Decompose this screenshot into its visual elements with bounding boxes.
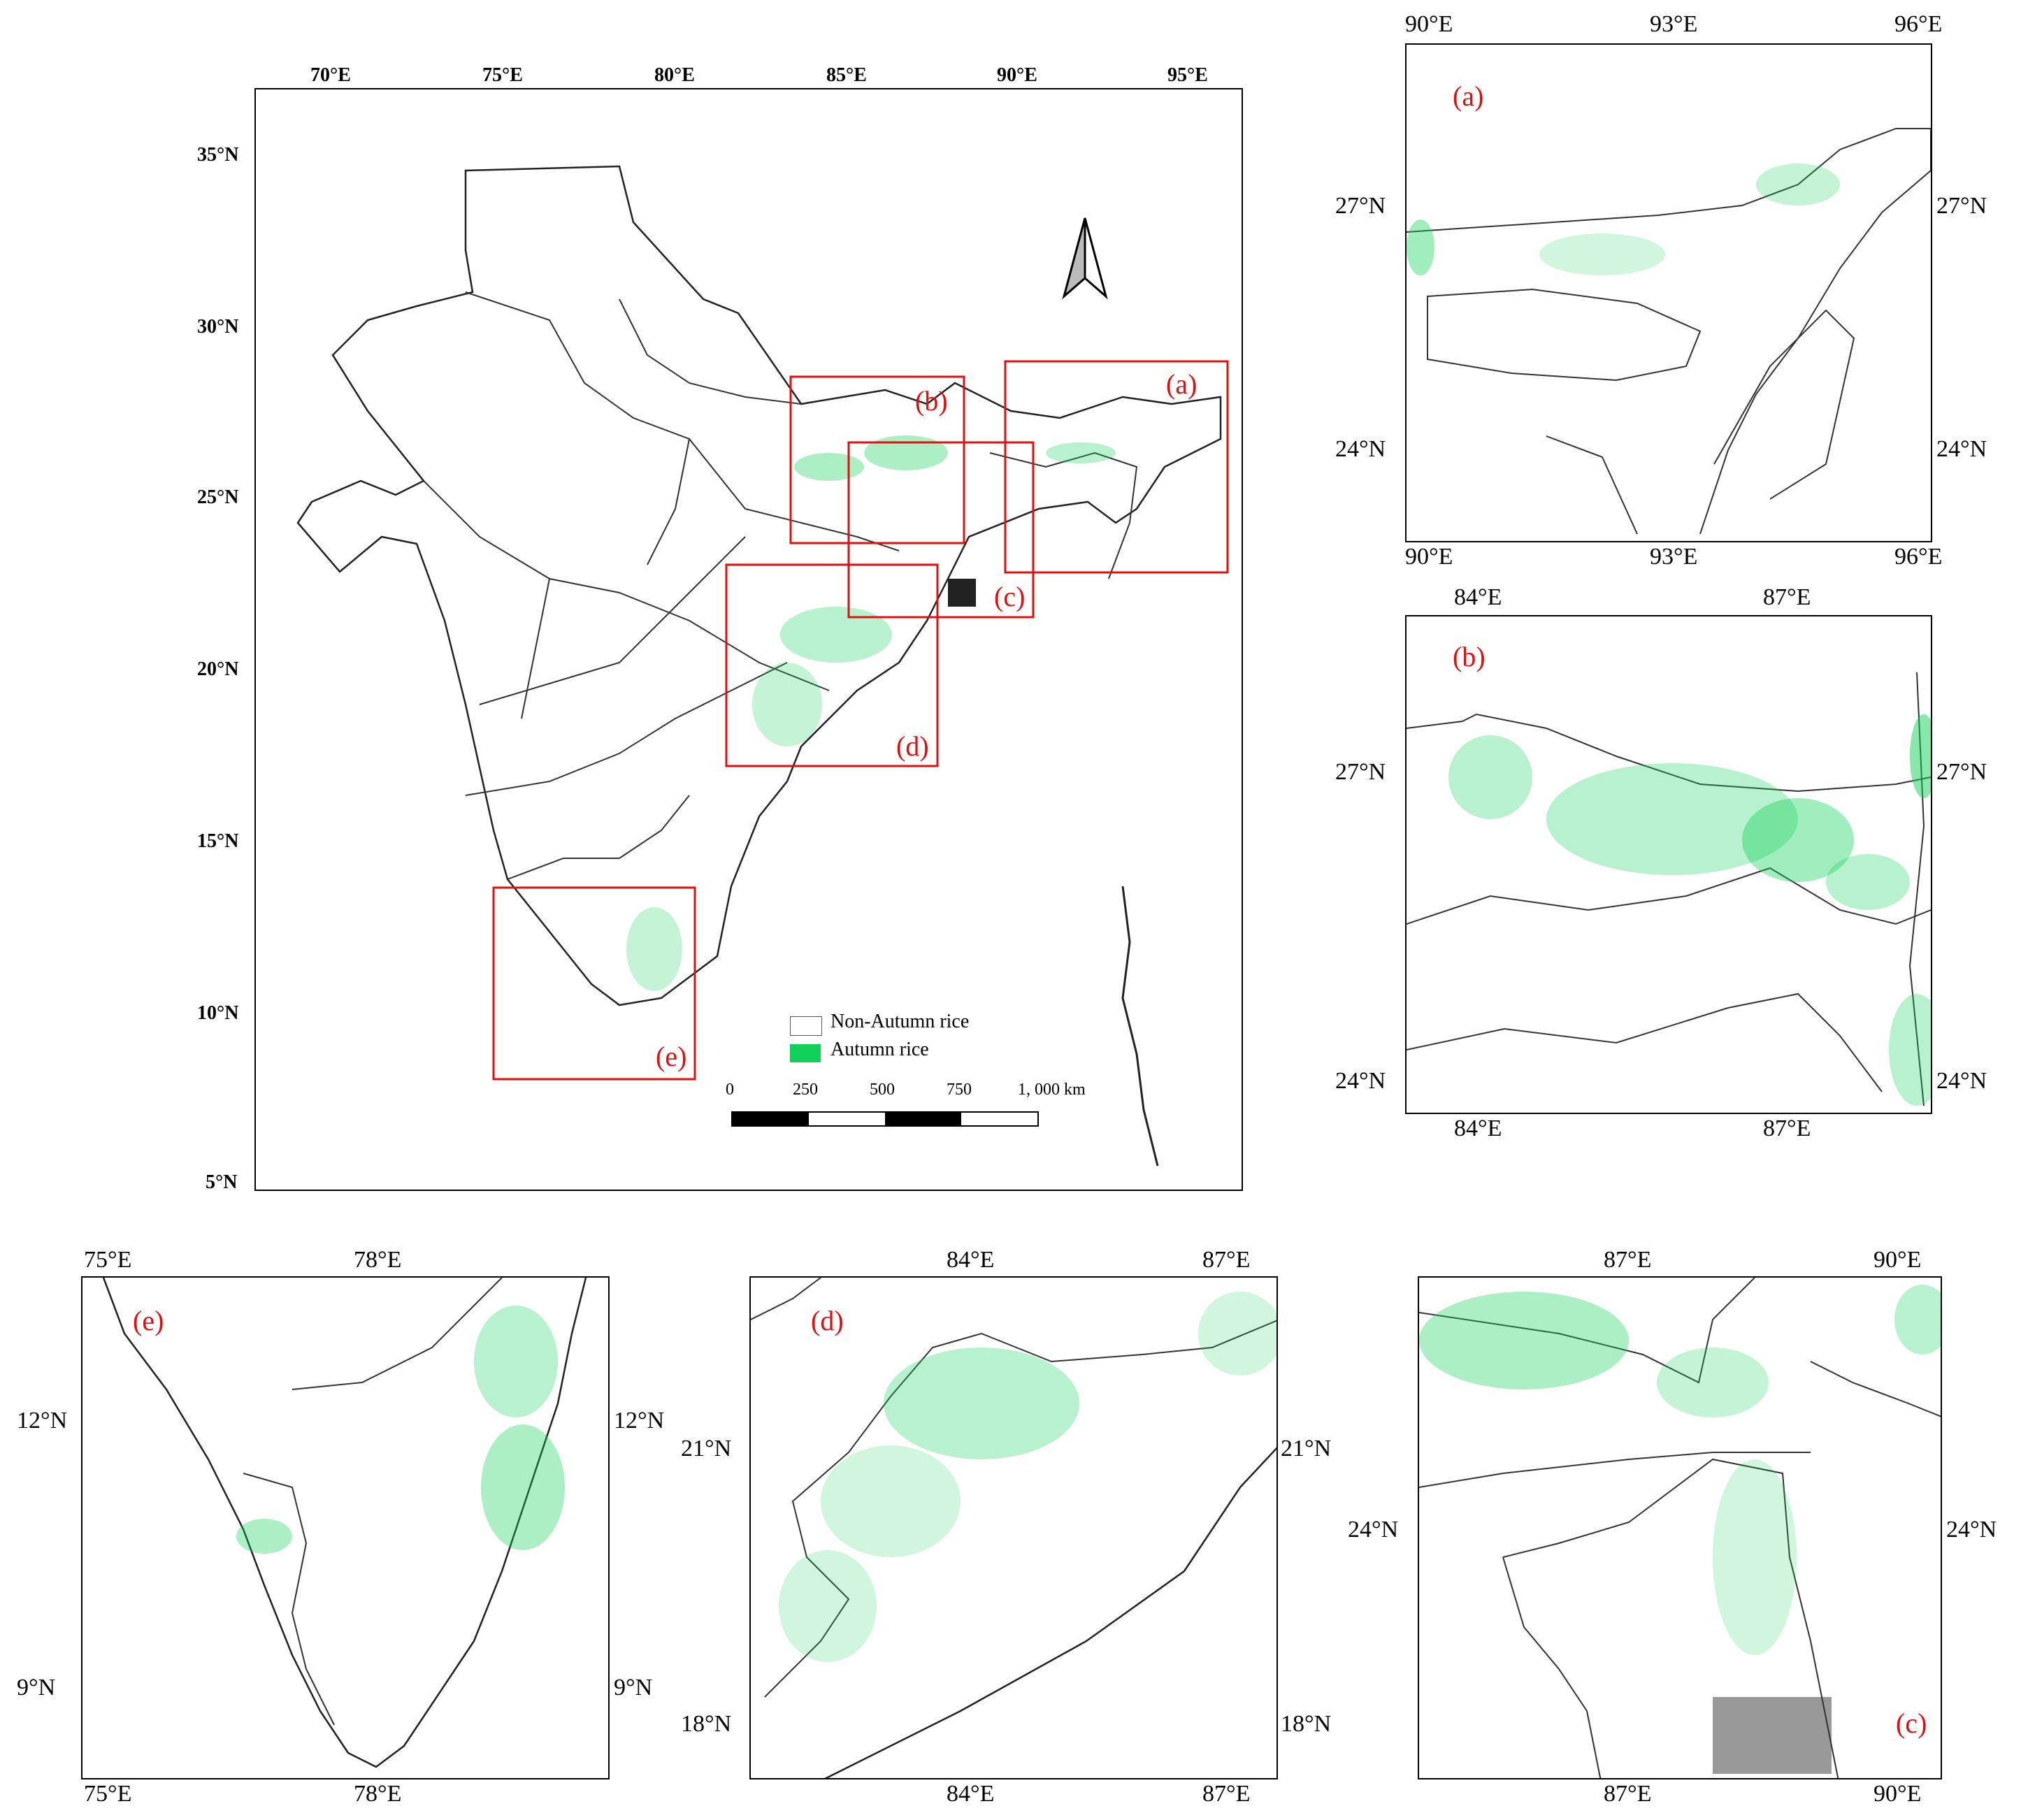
panel-b-label: (b)	[1453, 641, 1486, 672]
india-map-outline	[296, 165, 1229, 1167]
box-b	[789, 375, 965, 544]
box-e	[492, 886, 696, 1081]
box-label-d: (d)	[896, 730, 929, 762]
panel-e-label: (e)	[133, 1305, 164, 1336]
legend-autumn: Autumn rice	[830, 1039, 929, 1060]
box-label-b: (b)	[915, 385, 948, 417]
panel-c: (c)	[1418, 1276, 1942, 1779]
panel-d: (d)	[749, 1276, 1278, 1779]
panel-b: (b)	[1405, 615, 1932, 1114]
box-label-e: (e)	[656, 1041, 687, 1072]
box-c	[847, 441, 1035, 619]
main-map-frame: (a) (b) (c) (d) (e) Non-Autumn rice Autu…	[254, 88, 1243, 1191]
panel-e: (e)	[81, 1276, 610, 1779]
box-d	[725, 563, 939, 767]
north-arrow-icon	[1062, 217, 1086, 300]
box-label-a: (a)	[1166, 368, 1198, 400]
panel-a-label: (a)	[1453, 80, 1484, 112]
panel-c-label: (c)	[1896, 1707, 1927, 1739]
box-label-c: (c)	[994, 581, 1026, 612]
box-a	[1004, 360, 1229, 574]
legend-non-autumn: Non-Autumn rice	[830, 1011, 970, 1032]
panel-d-label: (d)	[811, 1305, 844, 1336]
panel-a: (a)	[1405, 43, 1932, 542]
